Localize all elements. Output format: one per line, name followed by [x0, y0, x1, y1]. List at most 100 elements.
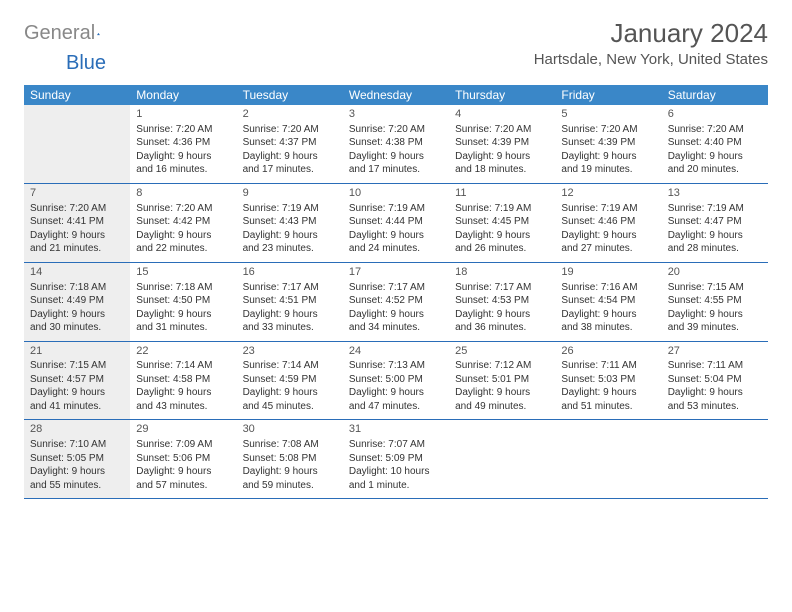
daylight-text: Daylight: 9 hours and 39 minutes.	[668, 308, 762, 335]
day-number: 13	[668, 186, 762, 201]
sunset-text: Sunset: 4:42 PM	[136, 215, 230, 229]
daylight-text: Daylight: 9 hours and 24 minutes.	[349, 229, 443, 256]
sunrise-text: Sunrise: 7:17 AM	[243, 281, 337, 295]
day-cell: 16Sunrise: 7:17 AMSunset: 4:51 PMDayligh…	[237, 263, 343, 341]
daylight-text: Daylight: 9 hours and 33 minutes.	[243, 308, 337, 335]
day-number: 17	[349, 265, 443, 280]
day-cell: 21Sunrise: 7:15 AMSunset: 4:57 PMDayligh…	[24, 342, 130, 420]
daylight-text: Daylight: 9 hours and 27 minutes.	[561, 229, 655, 256]
day-cell: 26Sunrise: 7:11 AMSunset: 5:03 PMDayligh…	[555, 342, 661, 420]
weekday-header: Friday	[555, 85, 661, 105]
month-title: January 2024	[534, 18, 768, 49]
day-cell: 23Sunrise: 7:14 AMSunset: 4:59 PMDayligh…	[237, 342, 343, 420]
sunrise-text: Sunrise: 7:09 AM	[136, 438, 230, 452]
sunset-text: Sunset: 4:46 PM	[561, 215, 655, 229]
day-number: 1	[136, 107, 230, 122]
day-cell: 18Sunrise: 7:17 AMSunset: 4:53 PMDayligh…	[449, 263, 555, 341]
weekday-header: Thursday	[449, 85, 555, 105]
day-number: 2	[243, 107, 337, 122]
sunset-text: Sunset: 5:06 PM	[136, 452, 230, 466]
calendar-body: 1Sunrise: 7:20 AMSunset: 4:36 PMDaylight…	[24, 105, 768, 499]
day-cell: 31Sunrise: 7:07 AMSunset: 5:09 PMDayligh…	[343, 420, 449, 498]
sunset-text: Sunset: 4:43 PM	[243, 215, 337, 229]
calendar-header: SundayMondayTuesdayWednesdayThursdayFrid…	[24, 85, 768, 105]
day-number: 28	[30, 422, 124, 437]
sunrise-text: Sunrise: 7:14 AM	[136, 359, 230, 373]
logo-mark-icon	[97, 27, 100, 41]
week-row: 21Sunrise: 7:15 AMSunset: 4:57 PMDayligh…	[24, 342, 768, 421]
sunset-text: Sunset: 4:58 PM	[136, 373, 230, 387]
day-cell: 24Sunrise: 7:13 AMSunset: 5:00 PMDayligh…	[343, 342, 449, 420]
day-number: 26	[561, 344, 655, 359]
week-row: 14Sunrise: 7:18 AMSunset: 4:49 PMDayligh…	[24, 263, 768, 342]
logo: General	[24, 22, 117, 45]
day-number: 21	[30, 344, 124, 359]
day-cell: 17Sunrise: 7:17 AMSunset: 4:52 PMDayligh…	[343, 263, 449, 341]
daylight-text: Daylight: 9 hours and 49 minutes.	[455, 386, 549, 413]
daylight-text: Daylight: 9 hours and 30 minutes.	[30, 308, 124, 335]
day-number: 9	[243, 186, 337, 201]
daylight-text: Daylight: 9 hours and 51 minutes.	[561, 386, 655, 413]
sunset-text: Sunset: 4:52 PM	[349, 294, 443, 308]
sunset-text: Sunset: 4:44 PM	[349, 215, 443, 229]
sunset-text: Sunset: 5:03 PM	[561, 373, 655, 387]
day-cell: 13Sunrise: 7:19 AMSunset: 4:47 PMDayligh…	[662, 184, 768, 262]
daylight-text: Daylight: 9 hours and 16 minutes.	[136, 150, 230, 177]
day-number: 10	[349, 186, 443, 201]
day-cell: 1Sunrise: 7:20 AMSunset: 4:36 PMDaylight…	[130, 105, 236, 183]
day-cell: 5Sunrise: 7:20 AMSunset: 4:39 PMDaylight…	[555, 105, 661, 183]
day-number: 14	[30, 265, 124, 280]
daylight-text: Daylight: 9 hours and 53 minutes.	[668, 386, 762, 413]
day-number: 20	[668, 265, 762, 280]
sunrise-text: Sunrise: 7:11 AM	[668, 359, 762, 373]
daylight-text: Daylight: 9 hours and 59 minutes.	[243, 465, 337, 492]
day-cell: 6Sunrise: 7:20 AMSunset: 4:40 PMDaylight…	[662, 105, 768, 183]
day-cell: 14Sunrise: 7:18 AMSunset: 4:49 PMDayligh…	[24, 263, 130, 341]
daylight-text: Daylight: 9 hours and 23 minutes.	[243, 229, 337, 256]
daylight-text: Daylight: 9 hours and 43 minutes.	[136, 386, 230, 413]
daylight-text: Daylight: 9 hours and 47 minutes.	[349, 386, 443, 413]
day-cell: 12Sunrise: 7:19 AMSunset: 4:46 PMDayligh…	[555, 184, 661, 262]
sunrise-text: Sunrise: 7:12 AM	[455, 359, 549, 373]
sunset-text: Sunset: 4:57 PM	[30, 373, 124, 387]
day-cell	[555, 420, 661, 498]
sunrise-text: Sunrise: 7:20 AM	[349, 123, 443, 137]
day-number: 22	[136, 344, 230, 359]
sunrise-text: Sunrise: 7:19 AM	[561, 202, 655, 216]
weekday-header: Sunday	[24, 85, 130, 105]
day-cell: 30Sunrise: 7:08 AMSunset: 5:08 PMDayligh…	[237, 420, 343, 498]
day-cell: 29Sunrise: 7:09 AMSunset: 5:06 PMDayligh…	[130, 420, 236, 498]
sunset-text: Sunset: 5:09 PM	[349, 452, 443, 466]
day-cell: 22Sunrise: 7:14 AMSunset: 4:58 PMDayligh…	[130, 342, 236, 420]
sunrise-text: Sunrise: 7:20 AM	[136, 202, 230, 216]
day-cell: 11Sunrise: 7:19 AMSunset: 4:45 PMDayligh…	[449, 184, 555, 262]
day-number: 31	[349, 422, 443, 437]
sunset-text: Sunset: 4:41 PM	[30, 215, 124, 229]
day-number: 8	[136, 186, 230, 201]
daylight-text: Daylight: 9 hours and 17 minutes.	[243, 150, 337, 177]
day-cell: 15Sunrise: 7:18 AMSunset: 4:50 PMDayligh…	[130, 263, 236, 341]
day-number: 7	[30, 186, 124, 201]
sunrise-text: Sunrise: 7:19 AM	[243, 202, 337, 216]
day-number: 4	[455, 107, 549, 122]
sunrise-text: Sunrise: 7:11 AM	[561, 359, 655, 373]
day-cell: 28Sunrise: 7:10 AMSunset: 5:05 PMDayligh…	[24, 420, 130, 498]
sunrise-text: Sunrise: 7:10 AM	[30, 438, 124, 452]
day-number: 19	[561, 265, 655, 280]
sunrise-text: Sunrise: 7:20 AM	[136, 123, 230, 137]
day-number: 6	[668, 107, 762, 122]
day-cell: 2Sunrise: 7:20 AMSunset: 4:37 PMDaylight…	[237, 105, 343, 183]
sunset-text: Sunset: 4:54 PM	[561, 294, 655, 308]
sunset-text: Sunset: 4:37 PM	[243, 136, 337, 150]
day-cell	[24, 105, 130, 183]
week-row: 1Sunrise: 7:20 AMSunset: 4:36 PMDaylight…	[24, 105, 768, 184]
daylight-text: Daylight: 9 hours and 28 minutes.	[668, 229, 762, 256]
sunset-text: Sunset: 5:04 PM	[668, 373, 762, 387]
daylight-text: Daylight: 9 hours and 18 minutes.	[455, 150, 549, 177]
sunset-text: Sunset: 4:39 PM	[561, 136, 655, 150]
week-row: 28Sunrise: 7:10 AMSunset: 5:05 PMDayligh…	[24, 420, 768, 499]
sunrise-text: Sunrise: 7:13 AM	[349, 359, 443, 373]
daylight-text: Daylight: 9 hours and 31 minutes.	[136, 308, 230, 335]
sunrise-text: Sunrise: 7:20 AM	[455, 123, 549, 137]
day-cell	[662, 420, 768, 498]
